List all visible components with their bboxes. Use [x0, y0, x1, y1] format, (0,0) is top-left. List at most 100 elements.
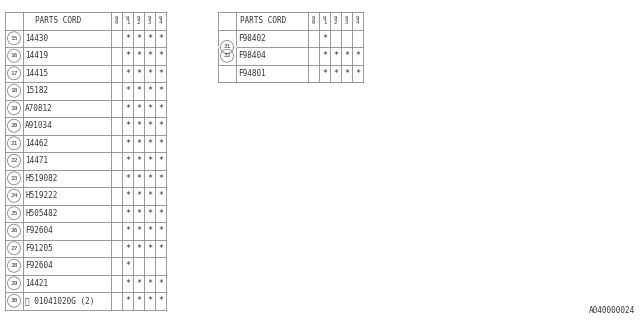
Text: *: *: [125, 226, 130, 235]
Text: *: *: [125, 209, 130, 218]
Text: *: *: [125, 279, 130, 288]
Text: *: *: [136, 139, 141, 148]
Text: *: *: [158, 209, 163, 218]
Text: *: *: [147, 51, 152, 60]
Text: *: *: [147, 279, 152, 288]
Text: A91034: A91034: [25, 121, 52, 130]
Text: A040000024: A040000024: [589, 306, 635, 315]
Text: *: *: [158, 191, 163, 200]
Text: *: *: [136, 51, 141, 60]
Text: *: *: [136, 191, 141, 200]
Text: *: *: [136, 226, 141, 235]
Text: *: *: [158, 244, 163, 253]
Text: *: *: [147, 156, 152, 165]
Text: *: *: [158, 174, 163, 183]
Text: *: *: [147, 69, 152, 78]
Text: F92604: F92604: [25, 226, 52, 235]
Text: *: *: [125, 261, 130, 270]
Text: 27: 27: [10, 246, 18, 251]
Text: 15: 15: [10, 36, 18, 41]
Text: F91205: F91205: [25, 244, 52, 253]
Text: *: *: [147, 139, 152, 148]
Text: *: *: [125, 156, 130, 165]
Text: *: *: [125, 296, 130, 305]
Text: *: *: [147, 226, 152, 235]
Text: H505482: H505482: [25, 209, 58, 218]
Text: *: *: [158, 104, 163, 113]
Text: *: *: [136, 296, 141, 305]
Text: *: *: [125, 34, 130, 43]
Text: *: *: [147, 104, 152, 113]
Text: 9
0: 9 0: [115, 16, 118, 26]
Text: 17: 17: [10, 71, 18, 76]
Text: *: *: [322, 69, 327, 78]
Text: *: *: [136, 69, 141, 78]
Text: *: *: [125, 121, 130, 130]
Text: *: *: [136, 86, 141, 95]
Text: *: *: [344, 69, 349, 78]
Text: *: *: [322, 51, 327, 60]
Text: *: *: [147, 174, 152, 183]
Text: 20: 20: [10, 123, 18, 128]
Text: *: *: [136, 174, 141, 183]
Text: F98402: F98402: [238, 34, 266, 43]
Text: 14421: 14421: [25, 279, 48, 288]
Text: A70812: A70812: [25, 104, 52, 113]
Text: 14430: 14430: [25, 34, 48, 43]
Text: *: *: [136, 209, 141, 218]
Text: 23: 23: [10, 176, 18, 181]
Text: *: *: [355, 51, 360, 60]
Text: *: *: [125, 86, 130, 95]
Text: *: *: [333, 51, 338, 60]
Text: *: *: [322, 34, 327, 43]
Text: *: *: [158, 226, 163, 235]
Text: 19: 19: [10, 106, 18, 111]
Text: *: *: [147, 244, 152, 253]
Text: *: *: [158, 51, 163, 60]
Text: *: *: [158, 34, 163, 43]
Text: 9
1: 9 1: [323, 16, 326, 26]
Text: 9
2: 9 2: [334, 16, 337, 26]
Text: *: *: [125, 174, 130, 183]
Text: 32: 32: [223, 53, 231, 58]
Text: *: *: [147, 121, 152, 130]
Text: 26: 26: [10, 228, 18, 233]
Text: *: *: [136, 34, 141, 43]
Text: 14419: 14419: [25, 51, 48, 60]
Text: *: *: [136, 104, 141, 113]
Text: *: *: [125, 191, 130, 200]
Text: 9
4: 9 4: [356, 16, 359, 26]
Text: 16: 16: [10, 53, 18, 58]
Text: 30: 30: [10, 298, 18, 303]
Text: *: *: [147, 86, 152, 95]
Text: *: *: [125, 244, 130, 253]
Text: *: *: [158, 296, 163, 305]
Text: 25: 25: [10, 211, 18, 216]
Text: PARTS CORD: PARTS CORD: [35, 16, 81, 25]
Text: 9
3: 9 3: [345, 16, 348, 26]
Text: H519222: H519222: [25, 191, 58, 200]
Text: 14415: 14415: [25, 69, 48, 78]
Text: *: *: [125, 139, 130, 148]
Text: *: *: [125, 104, 130, 113]
Text: *: *: [158, 86, 163, 95]
Text: *: *: [147, 191, 152, 200]
Text: *: *: [333, 69, 338, 78]
Text: 29: 29: [10, 281, 18, 286]
Text: 31: 31: [223, 44, 231, 50]
Text: *: *: [136, 244, 141, 253]
Text: 9
1: 9 1: [126, 16, 129, 26]
Text: 9
4: 9 4: [159, 16, 162, 26]
Text: *: *: [136, 279, 141, 288]
Text: Ⓑ 01041020G (2): Ⓑ 01041020G (2): [25, 296, 94, 305]
Text: *: *: [344, 51, 349, 60]
Text: *: *: [125, 51, 130, 60]
Text: *: *: [158, 139, 163, 148]
Text: *: *: [158, 121, 163, 130]
Text: F92604: F92604: [25, 261, 52, 270]
Text: *: *: [158, 279, 163, 288]
Text: PARTS CORD: PARTS CORD: [240, 16, 286, 25]
Text: 15182: 15182: [25, 86, 48, 95]
Text: *: *: [158, 69, 163, 78]
Text: *: *: [355, 69, 360, 78]
